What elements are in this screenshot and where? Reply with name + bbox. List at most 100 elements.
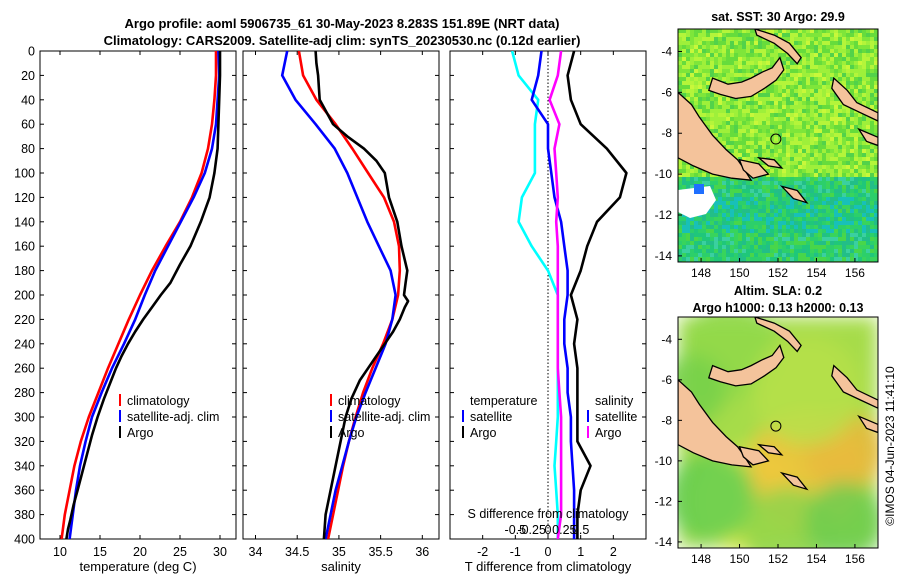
- sst-cell: [782, 81, 786, 85]
- sst-cell: [718, 185, 722, 189]
- sst-cell: [702, 181, 706, 185]
- sst-cell: [874, 65, 878, 69]
- sst-cell: [766, 213, 770, 217]
- sst-cell: [690, 225, 694, 229]
- sst-cell: [866, 29, 870, 33]
- sst-cell: [698, 45, 702, 49]
- sst-cell: [822, 213, 826, 217]
- sst-cell: [822, 193, 826, 197]
- lat-tick-label: -8: [661, 413, 672, 427]
- sst-cell: [814, 149, 818, 153]
- sst-cell: [678, 37, 682, 41]
- sst-cell: [790, 69, 794, 73]
- sst-cell: [766, 237, 770, 241]
- sst-cell: [734, 225, 738, 229]
- sst-cell: [854, 149, 858, 153]
- sst-cell: [850, 117, 854, 121]
- sst-cell: [818, 125, 822, 129]
- sst-cell: [694, 85, 698, 89]
- sst-cell: [774, 193, 778, 197]
- sst-cell: [794, 177, 798, 181]
- sst-cell: [770, 29, 774, 33]
- sst-cell: [774, 45, 778, 49]
- sst-cell: [818, 77, 822, 81]
- sst-cell: [778, 237, 782, 241]
- sst-cell: [870, 125, 874, 129]
- sst-cell: [870, 253, 874, 257]
- sst-cell: [718, 137, 722, 141]
- sst-cell: [694, 77, 698, 81]
- sst-cell: [702, 57, 706, 61]
- sst-cell: [678, 229, 682, 233]
- sst-cell: [834, 45, 838, 49]
- sst-cell: [826, 205, 830, 209]
- sst-cold-pixel: [694, 184, 704, 194]
- sst-cell: [774, 93, 778, 97]
- sst-cell: [722, 29, 726, 33]
- sst-cell: [806, 73, 810, 77]
- sst-cell: [790, 85, 794, 89]
- sst-cell: [866, 33, 870, 37]
- sst-cell: [870, 173, 874, 177]
- sst-cell: [846, 165, 850, 169]
- sst-cell: [682, 89, 686, 93]
- sst-cell: [710, 181, 714, 185]
- sst-cell: [806, 37, 810, 41]
- sst-cell: [810, 37, 814, 41]
- sst-cell: [846, 137, 850, 141]
- sst-cell: [778, 233, 782, 237]
- sst-cell: [810, 193, 814, 197]
- sst-cell: [786, 117, 790, 121]
- sst-cell: [806, 153, 810, 157]
- sst-cell: [850, 221, 854, 225]
- sst-cell: [722, 77, 726, 81]
- sst-cell: [778, 201, 782, 205]
- sst-cell: [818, 45, 822, 49]
- sst-cell: [834, 61, 838, 65]
- sst-cell: [774, 205, 778, 209]
- land-trobriand: [756, 156, 784, 169]
- sst-cell: [778, 77, 782, 81]
- sst-cell: [686, 257, 690, 261]
- sst-cell: [738, 41, 742, 45]
- sst-cell: [754, 245, 758, 249]
- sst-cell: [686, 237, 690, 241]
- temperature-axes-box: [39, 50, 237, 540]
- sst-cell: [782, 165, 786, 169]
- sst-cell: [866, 129, 870, 133]
- sst-cell: [778, 197, 782, 201]
- sst-cell: [730, 53, 734, 57]
- sst-cell: [858, 41, 862, 45]
- sst-cell: [754, 121, 758, 125]
- sst-cell: [818, 85, 822, 89]
- sst-cell: [862, 185, 866, 189]
- sst-cell: [858, 185, 862, 189]
- sst-cell: [834, 105, 838, 109]
- sst-cell: [762, 193, 766, 197]
- sst-cell: [854, 29, 858, 33]
- sst-cell: [738, 121, 742, 125]
- sst-cell: [738, 241, 742, 245]
- sst-cell: [822, 137, 826, 141]
- sst-cell: [830, 117, 834, 121]
- sst-cell: [794, 245, 798, 249]
- sst-cell: [786, 77, 790, 81]
- sst-cell: [874, 77, 878, 81]
- sst-cell: [742, 133, 746, 137]
- sst-cell: [754, 157, 758, 161]
- sst-cell: [790, 201, 794, 205]
- sst-cell: [810, 129, 814, 133]
- sst-cell: [782, 129, 786, 133]
- sst-cell: [786, 249, 790, 253]
- sst-cell: [818, 49, 822, 53]
- sst-cell: [718, 69, 722, 73]
- sst-cell: [730, 29, 734, 33]
- sst-cell: [750, 29, 754, 33]
- sst-cell: [790, 197, 794, 201]
- sst-cell: [806, 165, 810, 169]
- sst-cell: [774, 229, 778, 233]
- sst-cell: [682, 45, 686, 49]
- sst-cell: [738, 233, 742, 237]
- sst-cell: [854, 241, 858, 245]
- sst-cell: [782, 109, 786, 113]
